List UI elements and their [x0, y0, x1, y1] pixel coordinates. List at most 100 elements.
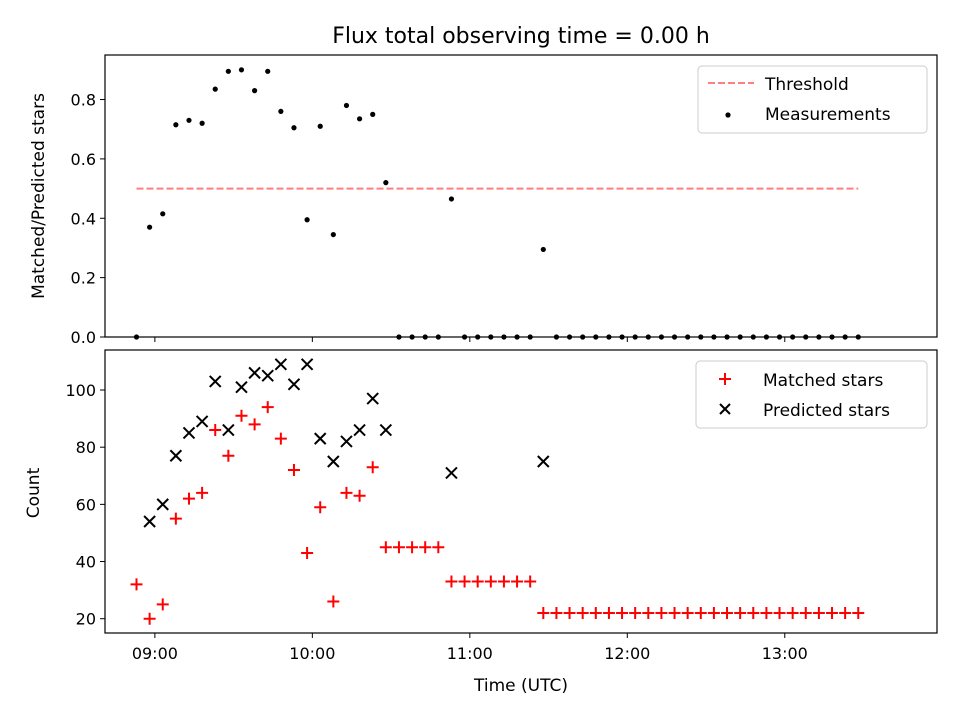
bottom-y-tick-label: 100 [65, 381, 96, 400]
matched-star-point [655, 606, 668, 619]
measurement-point [330, 231, 336, 238]
matched-star-point [602, 606, 615, 619]
measurement-point [317, 123, 323, 129]
measurement-point [212, 86, 218, 92]
matched-star-point [812, 606, 825, 619]
matched-star-point [747, 606, 760, 619]
bottom-legend: Matched stars Predicted stars [695, 360, 928, 429]
predicted-star-point [314, 432, 327, 445]
matched-star-point [642, 606, 655, 619]
matched-star-point [471, 575, 484, 588]
x-tick-label: 11:00 [447, 644, 493, 663]
x-tick-label: 12:00 [604, 644, 650, 663]
measurement-point [199, 120, 205, 126]
matched-star-point [182, 492, 195, 505]
matched-star-point [248, 418, 261, 431]
top-legend-box [697, 65, 928, 134]
matched-star-point [274, 432, 287, 445]
bottom-y-tick-label: 40 [76, 553, 96, 572]
matched-star-point [235, 409, 248, 422]
matched-star-point [576, 606, 589, 619]
matched-star-point [668, 606, 681, 619]
measurement-point [343, 102, 350, 109]
matched-star-point [209, 424, 222, 437]
matched-star-point [432, 541, 445, 554]
matched-star-point [379, 541, 392, 554]
x-tick-label: 13:00 [762, 644, 808, 663]
measurement-point [252, 88, 258, 94]
bottom-y-tick-label: 20 [76, 610, 96, 629]
predicted-star-point [195, 415, 209, 428]
matched-star-point [694, 606, 707, 619]
matched-star-point [353, 489, 366, 502]
measurement-point [540, 246, 546, 253]
top-y-tick-label: 0.0 [71, 328, 96, 347]
predicted-star-point [261, 369, 274, 382]
predicted-legend-swatch [719, 403, 731, 415]
bottom-plot-area: 20 40 60 80 100 09:00 10:00 11:00 12:00 13:00 [65, 358, 865, 663]
matched-star-point [799, 606, 812, 619]
matched-star-point [681, 606, 694, 619]
legend-threshold-label: Threshold [764, 75, 849, 95]
predicted-star-point [248, 366, 261, 380]
matched-star-point [169, 512, 182, 525]
matched-star-point [734, 606, 747, 619]
measurement-point [186, 117, 192, 123]
predicted-star-point [235, 380, 248, 394]
matched-star-point [511, 575, 524, 588]
measurements-legend-swatch [725, 112, 731, 118]
matched-star-point [839, 606, 852, 619]
matched-star-point [524, 575, 537, 588]
matched-star-point [563, 606, 576, 619]
matched-star-point [497, 575, 510, 588]
matched-star-point [537, 606, 550, 619]
predicted-star-point [340, 435, 353, 448]
matched-star-point [721, 606, 734, 619]
legend-predicted-label: Predicted stars [763, 401, 890, 421]
bottom-y-axis-label: Count [24, 467, 44, 518]
matched-star-point [156, 598, 169, 611]
predicted-star-point [445, 466, 458, 480]
matched-star-point [301, 546, 314, 559]
bottom-panel: 20 40 60 80 100 09:00 10:00 11:00 12:00 13:00 Cou… [24, 349, 938, 696]
matched-star-point [196, 486, 209, 499]
matched-star-point [629, 606, 642, 619]
measurement-point [147, 224, 153, 230]
top-y-tick-label: 0.8 [71, 91, 96, 110]
predicted-star-point [287, 378, 301, 391]
matched-star-point [261, 401, 274, 414]
matched-star-point [445, 575, 458, 588]
measurement-point [356, 116, 363, 122]
predicted-star-point [366, 392, 379, 405]
predicted-star-point [182, 426, 196, 440]
bottom-axes-frame [104, 349, 938, 634]
predicted-star-point [156, 498, 169, 511]
matched-star-point [406, 541, 419, 554]
predicted-star-point [300, 358, 314, 371]
matched-star-point [327, 595, 340, 608]
matched-star-point [314, 501, 327, 514]
top-plot-area: 0.0 0.2 0.4 0.6 0.8 [71, 67, 861, 347]
measurement-point [238, 67, 245, 73]
matched-star-point [484, 575, 497, 588]
matched-star-point [458, 575, 471, 588]
matched-star-point [130, 578, 143, 591]
predicted-star-point [209, 375, 222, 388]
top-panel: 0.00.20.40.60.8 Matched/Predicted stars … [29, 54, 938, 347]
matched-star-point [366, 461, 379, 474]
predicted-star-point [537, 455, 550, 468]
x-tick-label: 09:00 [132, 644, 178, 663]
measurement-point [448, 196, 455, 202]
matched-star-point [287, 464, 300, 477]
measurement-point [370, 111, 376, 117]
measurement-point [278, 108, 284, 114]
x-axis-label: Time (UTC) [473, 676, 568, 696]
matched-star-point [826, 606, 839, 619]
top-y-tick-label: 0.2 [71, 269, 96, 288]
predicted-star-point [222, 423, 235, 437]
legend-measurements-label: Measurements [765, 105, 891, 125]
matched-star-point [392, 541, 405, 554]
matched-legend-swatch [719, 373, 731, 385]
top-y-tick-label: 0.6 [71, 150, 96, 169]
